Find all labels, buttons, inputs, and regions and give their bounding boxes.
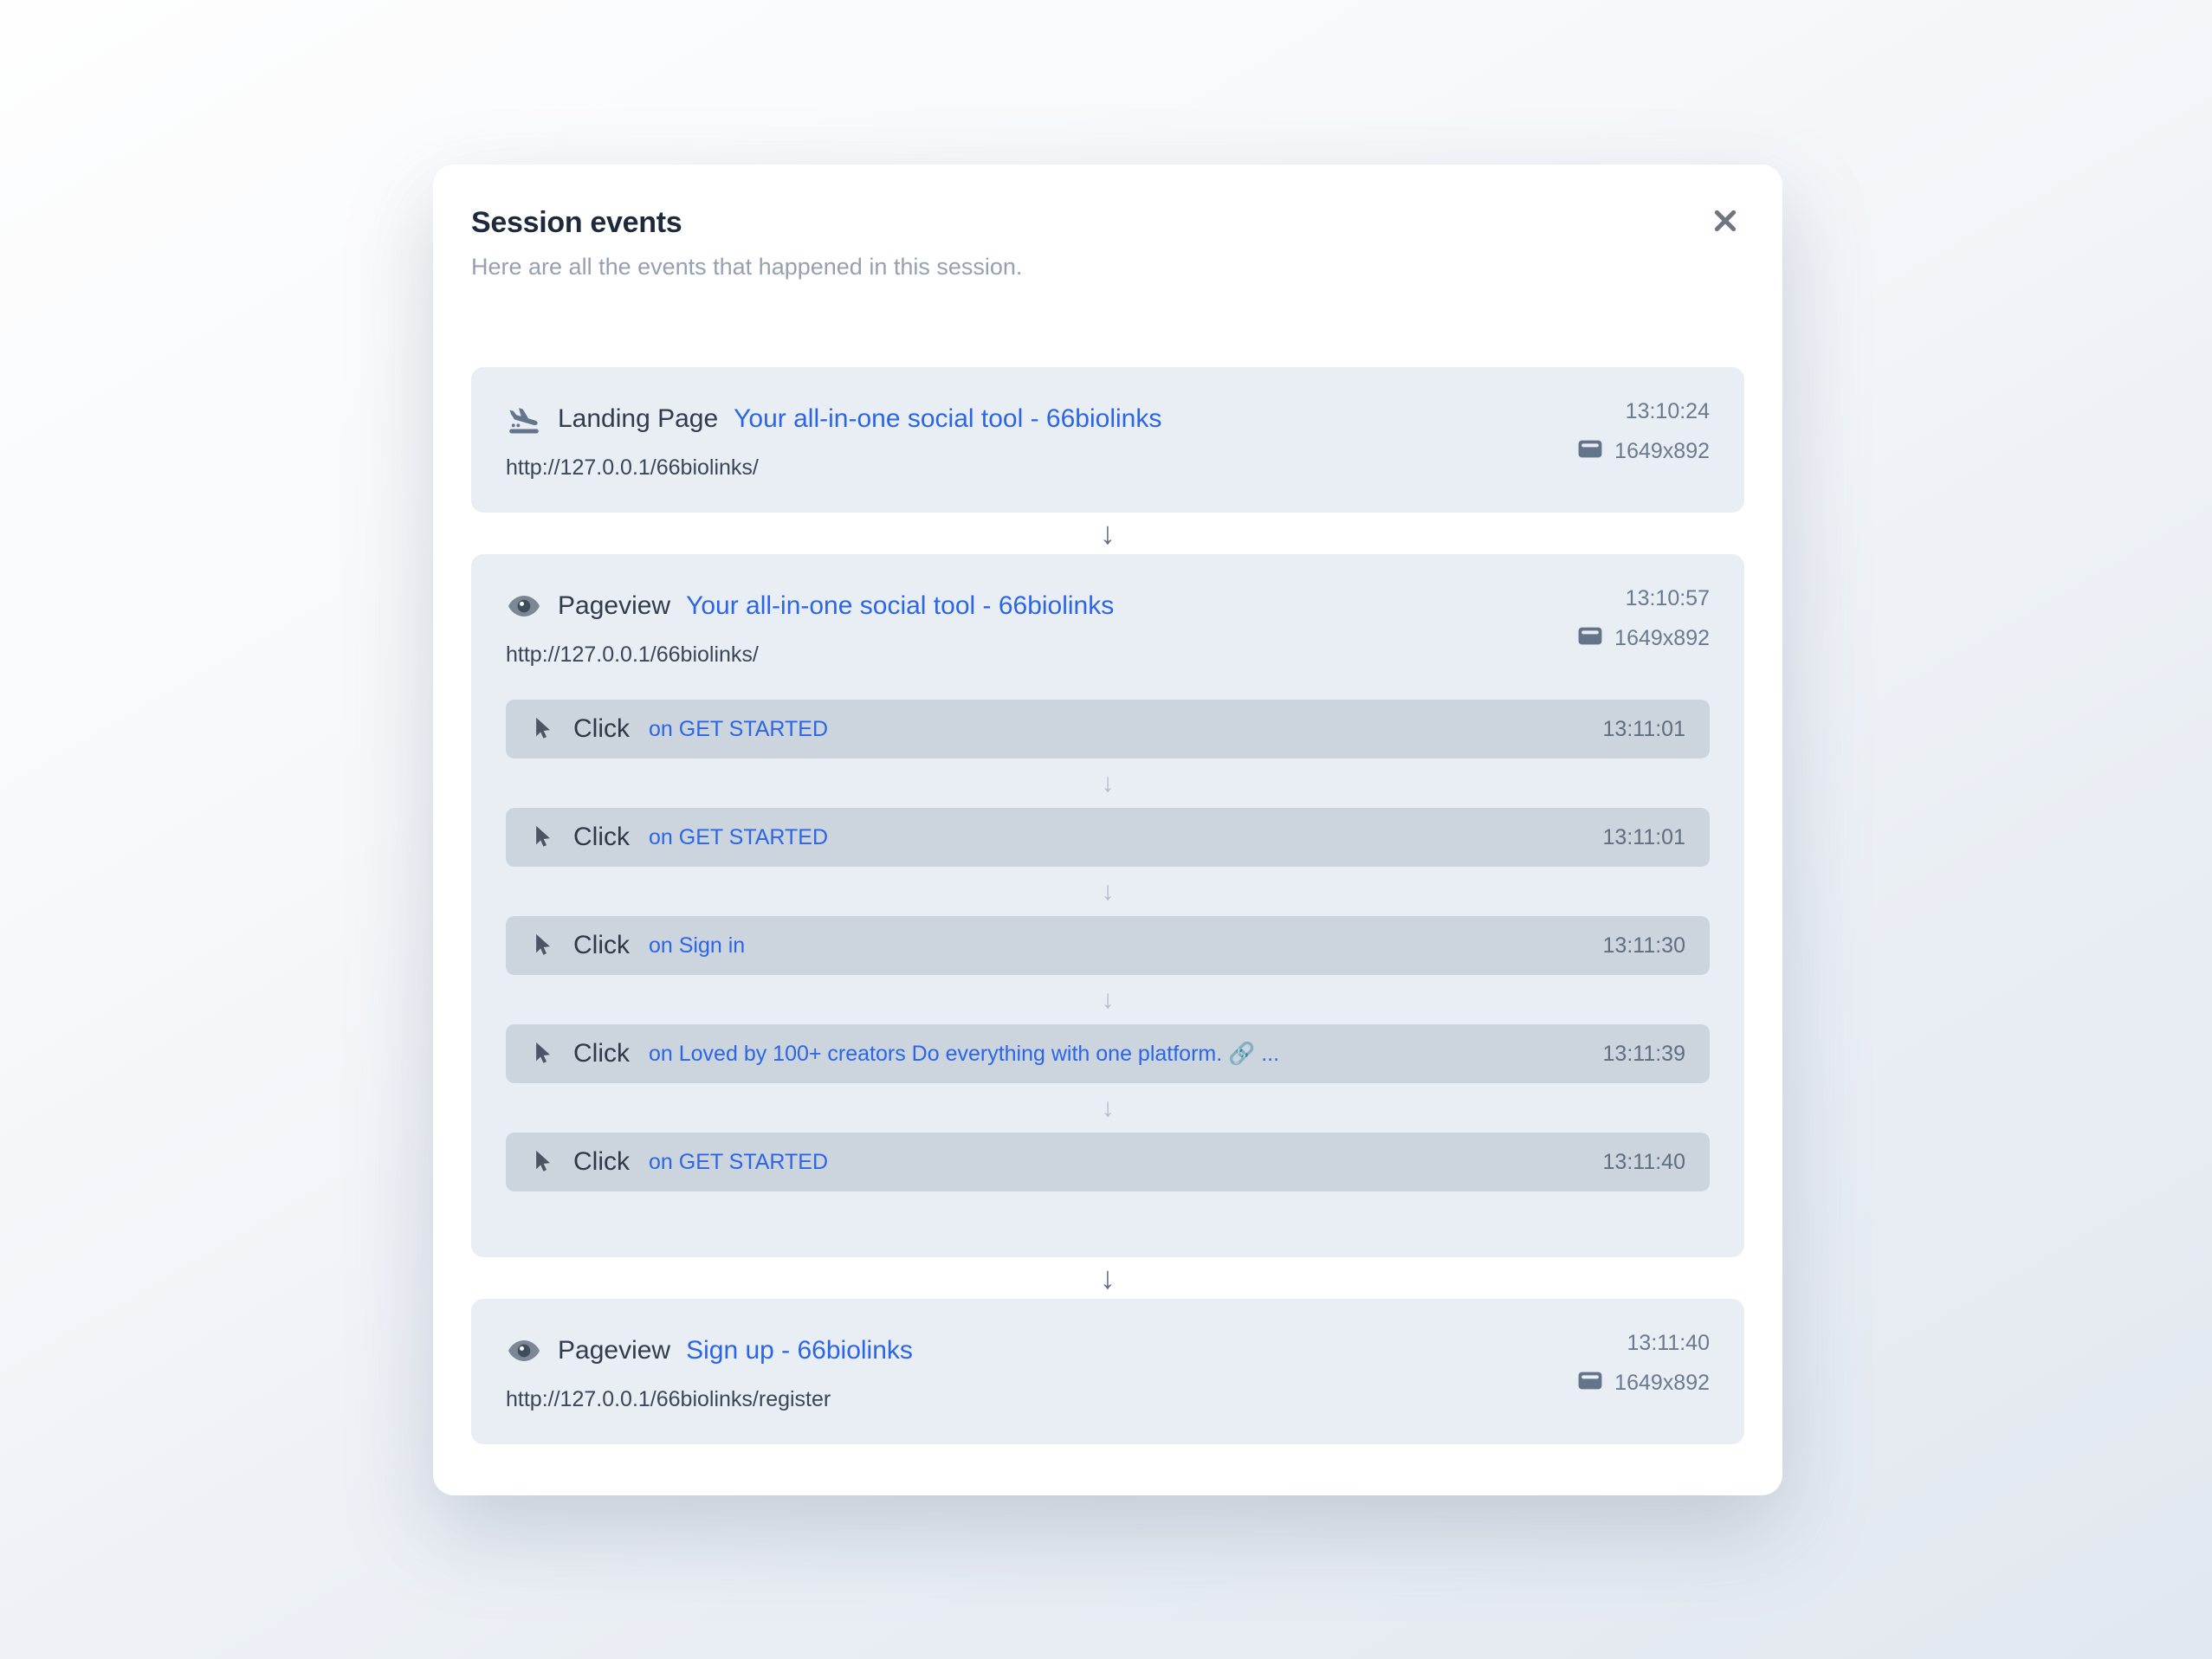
arrow-down-icon: ↓ (1101, 876, 1115, 906)
click-label: Click (573, 931, 630, 959)
event-timestamp: 13:10:24 (1625, 399, 1710, 423)
click-event-list: Click on GET STARTED 13:11:01 ↓ Click on… (506, 700, 1710, 1191)
screen-resolution: 1649x892 (1614, 1371, 1710, 1395)
screen-icon (1578, 1370, 1602, 1396)
event-timestamp: 13:11:40 (1627, 1331, 1710, 1355)
eye-icon (506, 1333, 542, 1369)
cursor-icon (530, 931, 556, 960)
event-header: Pageview Your all-in-one social tool - 6… (506, 585, 1710, 668)
event-type-label: Landing Page (558, 404, 719, 433)
arrow-down-icon: ↓ (1101, 1093, 1115, 1122)
cursor-icon (530, 1039, 556, 1068)
event-header: Landing Page Your all-in-one social tool… (506, 398, 1710, 481)
event-card-landing: Landing Page Your all-in-one social tool… (471, 367, 1744, 513)
click-target-link[interactable]: on Sign in (649, 933, 746, 958)
click-label: Click (573, 714, 630, 743)
event-url: http://127.0.0.1/66biolinks/ (506, 455, 759, 480)
event-url: http://127.0.0.1/66biolinks/ (506, 642, 759, 667)
arrow-down-icon: ↓ (1100, 1260, 1116, 1295)
screen-resolution: 1649x892 (1614, 439, 1710, 463)
arrow-down-icon: ↓ (1101, 984, 1115, 1014)
cursor-icon (530, 823, 556, 852)
click-event-row: Click on GET STARTED 13:11:40 (506, 1133, 1710, 1191)
plane-landing-icon (506, 401, 542, 437)
arrow-down-icon: ↓ (1100, 515, 1116, 551)
click-target-link[interactable]: on GET STARTED (649, 824, 829, 849)
screen-icon (1578, 438, 1602, 464)
event-url: http://127.0.0.1/66biolinks/register (506, 1387, 831, 1411)
click-label: Click (573, 1039, 630, 1068)
click-timestamp: 13:11:01 (1602, 716, 1685, 741)
event-type-label: Pageview (558, 591, 671, 620)
event-page-link[interactable]: Your all-in-one social tool - 66biolinks (734, 404, 1162, 433)
modal-subtitle: Here are all the events that happened in… (471, 254, 1023, 280)
screen-icon (1578, 625, 1602, 651)
click-target-link[interactable]: on Loved by 100+ creators Do everything … (649, 1041, 1280, 1066)
cursor-icon (530, 714, 556, 744)
event-header: Pageview Sign up - 66biolinks http://127… (506, 1330, 1710, 1413)
close-button[interactable] (1708, 204, 1743, 239)
event-card-pageview-signup: Pageview Sign up - 66biolinks http://127… (471, 1299, 1744, 1444)
click-event-row: Click on GET STARTED 13:11:01 (506, 700, 1710, 758)
event-card-pageview: Pageview Your all-in-one social tool - 6… (471, 554, 1744, 1257)
click-label: Click (573, 1147, 630, 1176)
click-event-row: Click on Loved by 100+ creators Do every… (506, 1024, 1710, 1083)
event-page-link[interactable]: Sign up - 66biolinks (686, 1336, 913, 1365)
session-events-modal: Session events Here are all the events t… (433, 165, 1782, 1495)
event-type-label: Pageview (558, 1336, 671, 1365)
arrow-down-icon: ↓ (1101, 768, 1115, 797)
click-event-row: Click on GET STARTED 13:11:01 (506, 808, 1710, 867)
close-icon (1711, 206, 1740, 238)
click-event-row: Click on Sign in 13:11:30 (506, 916, 1710, 975)
click-timestamp: 13:11:30 (1602, 933, 1685, 958)
click-label: Click (573, 823, 630, 851)
event-timestamp: 13:10:57 (1625, 586, 1710, 610)
event-page-link[interactable]: Your all-in-one social tool - 66biolinks (686, 591, 1115, 620)
click-timestamp: 13:11:40 (1602, 1149, 1685, 1174)
click-target-link[interactable]: on GET STARTED (649, 716, 829, 741)
click-timestamp: 13:11:39 (1602, 1041, 1685, 1066)
click-target-link[interactable]: on GET STARTED (649, 1149, 829, 1174)
event-list: Landing Page Your all-in-one social tool… (471, 367, 1744, 1444)
modal-title: Session events (471, 206, 682, 239)
cursor-icon (530, 1147, 556, 1177)
click-timestamp: 13:11:01 (1602, 824, 1685, 849)
screen-resolution: 1649x892 (1614, 626, 1710, 650)
eye-icon (506, 588, 542, 624)
